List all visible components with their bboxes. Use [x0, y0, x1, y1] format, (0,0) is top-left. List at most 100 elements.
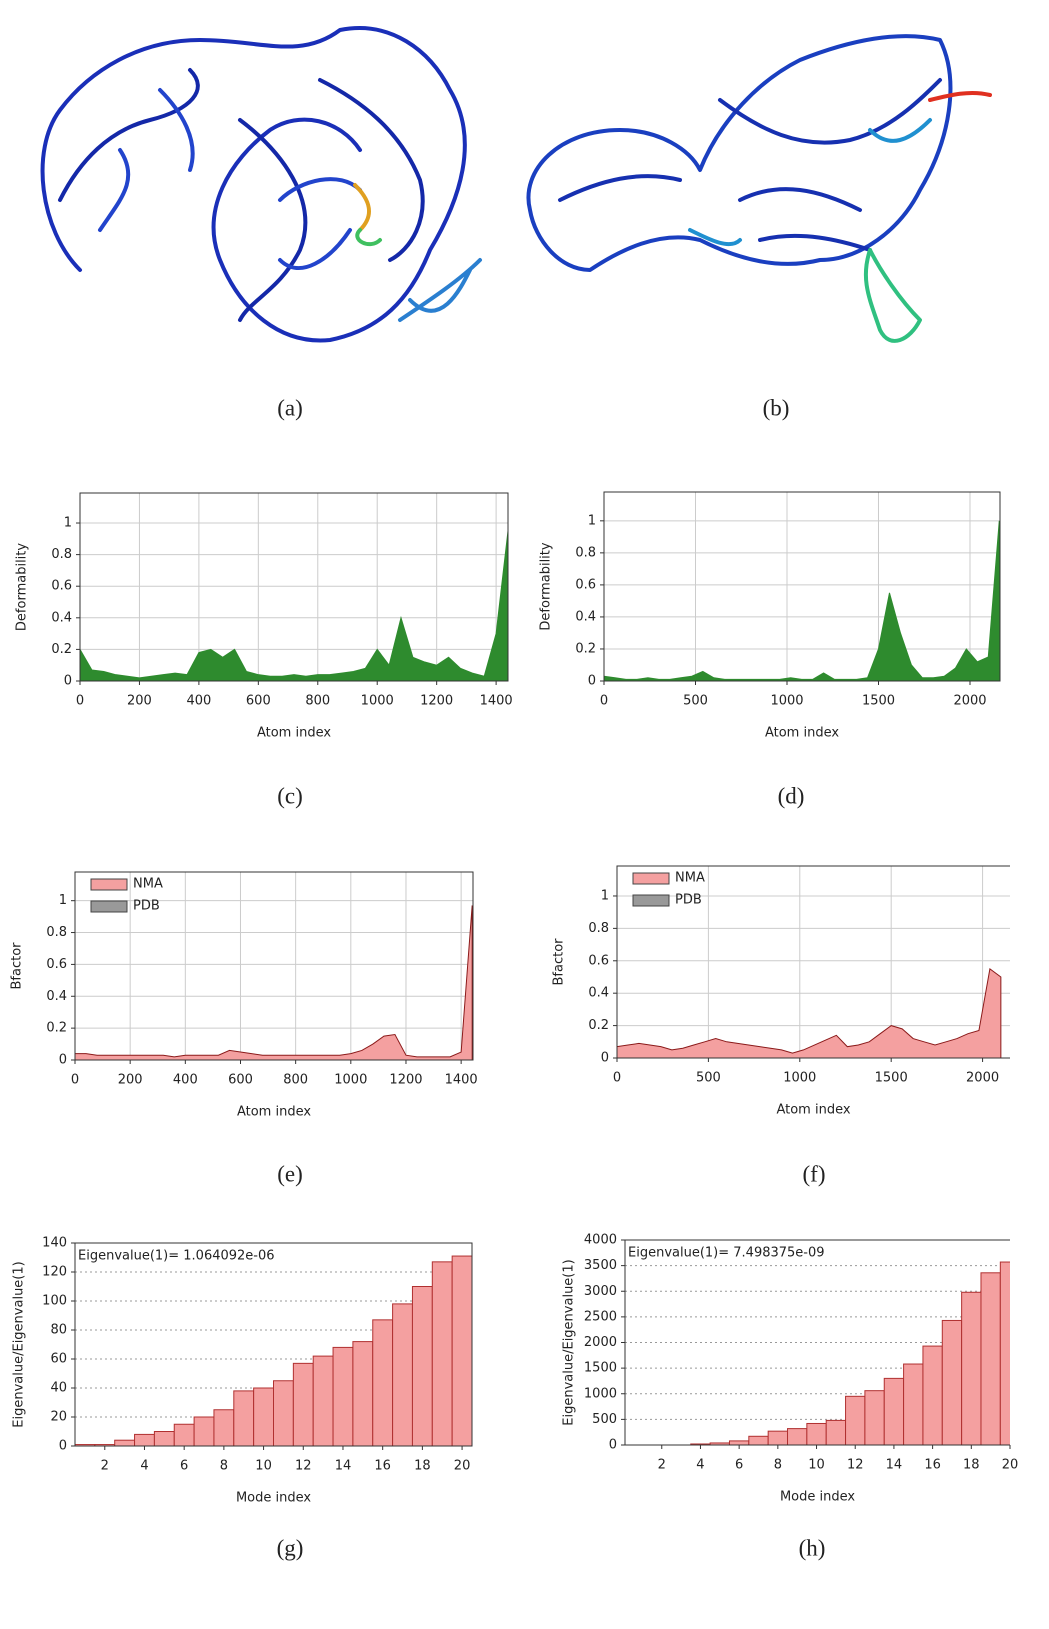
x-tick-label: 2000	[953, 694, 986, 709]
x-tick-label: 1500	[875, 1071, 908, 1086]
x-tick-label: 0	[71, 1073, 79, 1088]
x-tick-label: 0	[613, 1071, 621, 1086]
x-axis-label: Atom index	[765, 726, 839, 741]
bar	[942, 1320, 961, 1445]
plot-area	[691, 1262, 1020, 1445]
caption: (f)	[803, 1161, 826, 1186]
bar	[194, 1417, 214, 1446]
y-tick-label: 0.2	[46, 1021, 67, 1036]
legend-label: NMA	[675, 871, 705, 886]
bar	[234, 1391, 254, 1446]
x-tick-label: 20	[454, 1459, 471, 1474]
y-tick-label: 0.6	[575, 577, 596, 592]
y-axis-label: Deformability	[15, 543, 30, 631]
y-tick-label: 0.4	[575, 609, 596, 624]
caption: (g)	[277, 1535, 304, 1560]
x-tick-label: 8	[774, 1458, 782, 1473]
area	[75, 905, 472, 1060]
bar	[923, 1346, 942, 1445]
plot-area	[80, 531, 508, 681]
x-tick-label: 800	[283, 1073, 308, 1088]
y-tick-label: 1	[64, 516, 72, 531]
plot-area	[75, 905, 472, 1060]
caption: (d)	[778, 783, 805, 808]
x-tick-label: 12	[847, 1458, 864, 1473]
bar	[749, 1436, 768, 1445]
x-tick-label: 800	[305, 694, 330, 709]
y-tick-label: 0.2	[51, 642, 72, 657]
y-axis-label: Bfactor	[10, 942, 25, 990]
y-tick-label: 0.8	[51, 547, 72, 562]
bar	[788, 1429, 807, 1445]
bar	[1000, 1262, 1019, 1445]
plot-area	[75, 1256, 472, 1446]
x-tick-label: 600	[246, 694, 271, 709]
x-tick-label: 500	[683, 694, 708, 709]
chart-panel: 0500100015002000250030003500400024681012…	[562, 1233, 1020, 1561]
bar	[135, 1434, 155, 1446]
x-tick-label: 200	[118, 1073, 143, 1088]
bar	[432, 1262, 452, 1446]
x-tick-label: 1400	[480, 694, 513, 709]
x-tick-label: 0	[600, 694, 608, 709]
x-tick-label: 8	[220, 1459, 228, 1474]
bar	[174, 1424, 194, 1446]
y-tick-label: 0	[59, 1053, 67, 1068]
y-axis-label: Eigenvalue/Eigenvalue(1)	[12, 1261, 27, 1427]
x-tick-label: 1000	[783, 1071, 816, 1086]
figure: (a)(b)00.20.40.60.8102004006008001000120…	[0, 0, 1049, 1629]
y-tick-label: 0.8	[46, 925, 67, 940]
x-tick-label: 18	[963, 1458, 980, 1473]
y-tick-label: 0.4	[46, 989, 67, 1004]
x-axis-label: Atom index	[257, 726, 331, 741]
x-tick-label: 1000	[361, 694, 394, 709]
bar	[214, 1410, 234, 1446]
y-tick-label: 1	[588, 513, 596, 528]
y-tick-label: 0.8	[588, 921, 609, 936]
bar	[115, 1440, 135, 1446]
x-tick-label: 6	[180, 1459, 188, 1474]
protein-structure-b	[528, 36, 990, 341]
x-axis-label: Atom index	[776, 1103, 850, 1118]
caption: (b)	[763, 395, 790, 420]
bar	[884, 1378, 903, 1445]
bar	[729, 1441, 748, 1445]
protein-structure-a	[43, 28, 480, 340]
y-tick-label: 0.6	[46, 957, 67, 972]
x-tick-label: 4	[696, 1458, 704, 1473]
x-tick-label: 10	[808, 1458, 825, 1473]
y-tick-label: 20	[50, 1410, 67, 1425]
x-tick-label: 18	[414, 1459, 431, 1474]
x-tick-label: 1000	[770, 694, 803, 709]
x-tick-label: 4	[140, 1459, 148, 1474]
legend-swatch	[633, 873, 669, 884]
y-tick-label: 0.4	[51, 610, 72, 625]
y-tick-label: 0.6	[51, 579, 72, 594]
y-tick-label: 1	[59, 893, 67, 908]
x-tick-label: 14	[886, 1458, 903, 1473]
legend-label: NMA	[133, 877, 163, 892]
x-tick-label: 12	[295, 1459, 312, 1474]
bar	[393, 1304, 413, 1446]
chart-panel: 0204060801001201402468101214161820Eigenv…	[12, 1236, 473, 1561]
bar	[865, 1391, 884, 1445]
y-tick-label: 1500	[584, 1361, 617, 1376]
y-tick-label: 0.2	[588, 1018, 609, 1033]
y-tick-label: 0	[588, 674, 596, 689]
y-axis-label: Deformability	[539, 542, 554, 630]
bar	[333, 1347, 353, 1446]
x-tick-label: 0	[76, 694, 84, 709]
x-tick-label: 200	[127, 694, 152, 709]
x-tick-label: 400	[173, 1073, 198, 1088]
caption: (e)	[277, 1161, 303, 1186]
x-tick-label: 1200	[420, 694, 453, 709]
y-tick-label: 120	[42, 1265, 67, 1280]
bar	[313, 1356, 333, 1446]
y-tick-label: 100	[42, 1294, 67, 1309]
bar	[293, 1363, 313, 1446]
y-tick-label: 0	[64, 674, 72, 689]
x-tick-label: 6	[735, 1458, 743, 1473]
caption: (h)	[799, 1535, 826, 1560]
y-tick-label: 4000	[584, 1233, 617, 1248]
